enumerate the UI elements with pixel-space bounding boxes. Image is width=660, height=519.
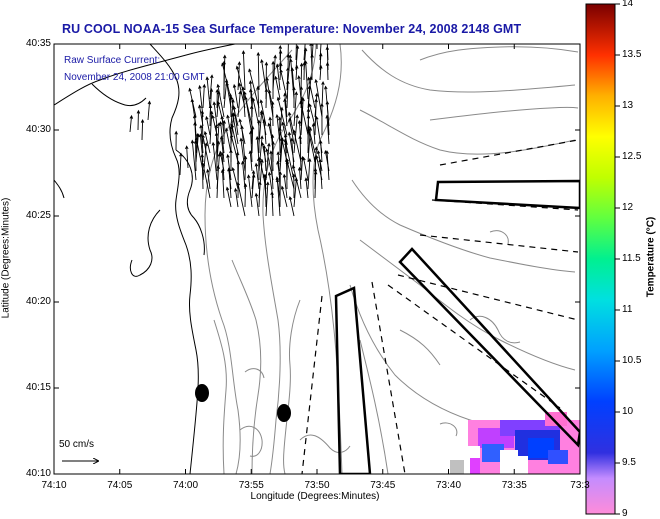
colorbar-tick-label: 9 <box>622 508 628 519</box>
bathymetry-contours <box>204 44 579 474</box>
x-axis-label: Longitude (Degrees:Minutes) <box>250 491 380 502</box>
colorbar-label: Temperature (°C) <box>645 216 657 298</box>
colorbar-tick-label: 12.5 <box>622 151 642 162</box>
colorbar-tick-label: 11 <box>622 304 633 315</box>
x-tick-label: 73:3 <box>570 480 590 491</box>
scale-bar-label: 50 cm/s <box>59 439 95 450</box>
colorbar-tick-label: 12 <box>622 202 634 213</box>
x-tick-label: 74:00 <box>172 480 199 491</box>
radar-sector-outlines <box>334 179 580 474</box>
colorbar-tick-label: 13 <box>622 100 634 111</box>
colorbar-tick-label: 14 <box>622 0 634 9</box>
colorbar-tick-label: 11.5 <box>622 253 641 264</box>
colorbar-tick-label: 9.5 <box>622 457 636 468</box>
colorbar-ticks <box>615 3 620 515</box>
y-tick-label: 40:25 <box>25 210 51 221</box>
x-tick-label: 73:55 <box>238 480 264 491</box>
colorbar-tick-label: 10 <box>622 406 634 417</box>
y-tick-label: 40:35 <box>25 38 51 49</box>
buoy-marker <box>195 384 209 402</box>
y-tick-label: 40:20 <box>25 296 51 307</box>
x-tick-label: 73:40 <box>435 480 462 491</box>
y-tick-label: 40:30 <box>25 124 51 135</box>
surface-current-vectors <box>129 44 330 217</box>
radar-beam-lines <box>301 139 579 474</box>
x-tick-label: 73:50 <box>304 480 330 491</box>
y-tick-label: 40:15 <box>25 382 51 393</box>
buoy-marker <box>277 404 291 422</box>
colorbar-tick-label: 10.5 <box>622 355 642 366</box>
coastline <box>54 44 236 474</box>
sst-patch <box>450 412 580 474</box>
colorbar <box>585 3 616 515</box>
y-tick-label: 40:10 <box>25 468 51 479</box>
x-tick-label: 73:35 <box>501 480 527 491</box>
plot-area <box>54 44 580 474</box>
annotation-line1: Raw Surface Current: <box>64 55 161 66</box>
colorbar-tick-label: 13.5 <box>622 49 642 60</box>
figure-title: RU COOL NOAA-15 Sea Surface Temperature:… <box>62 22 522 36</box>
x-tick-label: 73:45 <box>370 480 396 491</box>
x-tick-label: 74:05 <box>107 480 133 491</box>
annotation-line2: November 24, 2008 21:00 GMT <box>64 72 205 83</box>
axis-ticks <box>53 43 581 475</box>
x-tick-label: 74:10 <box>41 480 67 491</box>
y-axis-label: Latitude (Degrees:Minutes) <box>0 197 12 319</box>
